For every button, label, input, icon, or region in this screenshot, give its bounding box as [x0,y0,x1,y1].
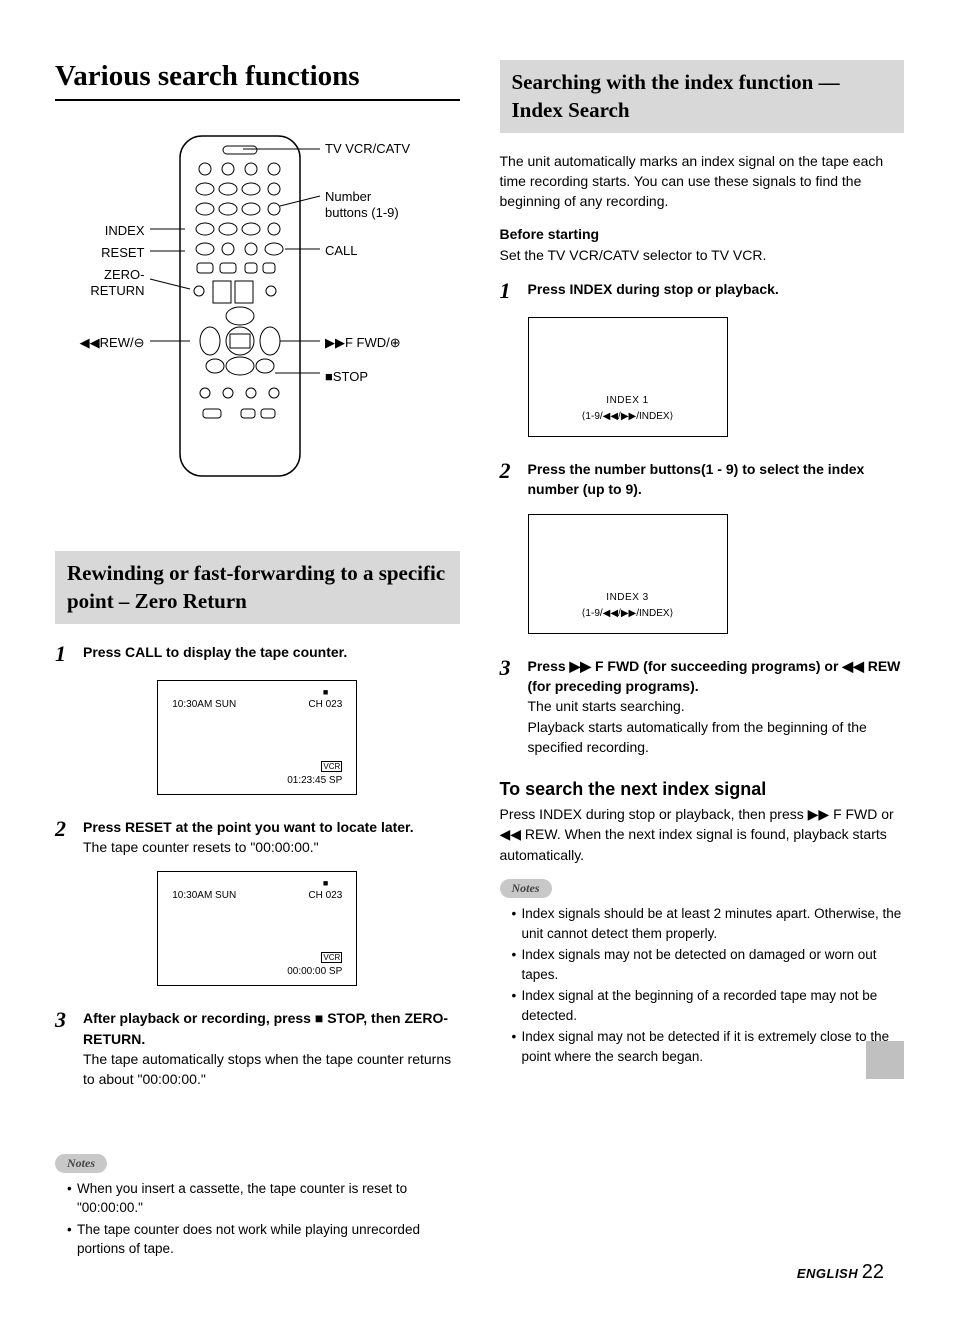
note-item: Index signal may not be detected if it i… [512,1027,905,1066]
index-intro: The unit automatically marks an index si… [500,151,905,212]
idx-line2: ⟨1-9/◀◀/▶▶/INDEX⟩ [529,608,727,619]
next-index-text: Press INDEX during stop or playback, the… [500,804,905,865]
step-number: 3 [55,1008,83,1089]
display-counter: 01:23:45 SP [287,775,342,786]
step-number: 1 [500,279,528,303]
display-2: ■ 10:30AM SUN CH 023 VCR 00:00:00 SP [157,871,357,986]
before-starting-heading: Before starting [500,226,905,242]
label-tv-vcr: TV VCR/CATV [325,141,410,156]
remote-icon [175,131,305,481]
step-text: Press RESET at the point you want to loc… [83,819,414,835]
index-search-heading: Searching with the index function — Inde… [500,60,905,133]
display-time: 10:30AM SUN [172,699,236,710]
display-1: ■ 10:30AM SUN CH 023 VCR 01:23:45 SP [157,680,357,795]
zero-step-1: 1 Press CALL to display the tape counter… [55,642,460,666]
step-number: 2 [500,459,528,500]
notes-badge: Notes [500,879,552,898]
step-sub: Playback starts automatically from the b… [528,719,867,755]
idx-line1: INDEX 3 [529,592,727,603]
note-item: When you insert a cassette, the tape cou… [67,1179,460,1218]
remote-diagram: TV VCR/CATV Number buttons (1-9) CALL ▶▶… [55,131,460,511]
zero-return-heading: Rewinding or fast-forwarding to a specif… [55,551,460,624]
label-rew: ◀◀REW/⊖ [80,335,145,351]
display-time: 10:30AM SUN [172,890,236,901]
next-index-heading: To search the next index signal [500,779,905,800]
display-ch: CH 023 [308,890,342,901]
zero-step-3: 3 After playback or recording, press ■ S… [55,1008,460,1089]
zero-step-2: 2 Press RESET at the point you want to l… [55,817,460,858]
label-stop: ■STOP [325,369,368,384]
label-number2: buttons (1-9) [325,205,399,220]
step-number: 1 [55,642,83,666]
display-counter: 00:00:00 SP [287,966,342,977]
step-number: 3 [500,656,528,757]
index-step-3: 3 Press ▶▶ F FWD (for succeeding program… [500,656,905,757]
index-notes-list: Index signals should be at least 2 minut… [500,904,905,1067]
thumb-marker [866,1041,904,1079]
page-title: Various search functions [55,60,460,101]
note-item: The tape counter does not work while pla… [67,1220,460,1259]
step-text: Press INDEX during stop or playback. [528,281,779,297]
label-call: CALL [325,243,358,258]
step-text: Press CALL to display the tape counter. [83,644,347,660]
label-zero2: RETURN [90,283,144,298]
display-ch: CH 023 [308,699,342,710]
footer-language: ENGLISH [797,1266,858,1281]
idx-line2: ⟨1-9/◀◀/▶▶/INDEX⟩ [529,411,727,422]
before-starting-text: Set the TV VCR/CATV selector to TV VCR. [500,245,905,265]
step-sub: The tape automatically stops when the ta… [83,1051,451,1087]
page-footer: ENGLISH 22 [797,1261,884,1284]
label-ffwd: ▶▶F FWD/⊕ [325,335,401,351]
note-item: Index signal at the beginning of a recor… [512,986,905,1025]
step-text: After playback or recording, press ■ STO… [83,1010,448,1046]
step-sub: The tape counter resets to "00:00:00." [83,839,319,855]
index-display-1: INDEX 1 ⟨1-9/◀◀/▶▶/INDEX⟩ [528,317,728,437]
note-item: Index signals may not be detected on dam… [512,945,905,984]
idx-line1: INDEX 1 [529,395,727,406]
index-step-1: 1 Press INDEX during stop or playback. [500,279,905,303]
step-text: Press the number buttons(1 - 9) to selec… [528,461,865,497]
label-zero1: ZERO- [104,267,144,282]
index-step-2: 2 Press the number buttons(1 - 9) to sel… [500,459,905,500]
index-display-2: INDEX 3 ⟨1-9/◀◀/▶▶/INDEX⟩ [528,514,728,634]
step-sub: The unit starts searching. [528,698,685,714]
step-text: Press ▶▶ F FWD (for succeeding programs)… [528,658,901,694]
footer-page-number: 22 [862,1261,884,1283]
label-index: INDEX [105,223,145,238]
label-reset: RESET [101,245,144,260]
label-number1: Number [325,189,371,204]
zero-notes-list: When you insert a cassette, the tape cou… [55,1179,460,1259]
step-number: 2 [55,817,83,858]
note-item: Index signals should be at least 2 minut… [512,904,905,943]
notes-badge: Notes [55,1154,107,1173]
